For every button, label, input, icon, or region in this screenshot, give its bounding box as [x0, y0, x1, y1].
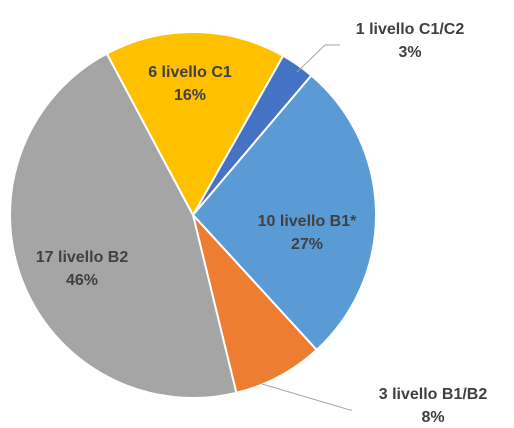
slice-value-label: 16%	[174, 87, 206, 104]
slice-label: 6 livello C1	[148, 64, 232, 81]
pie-slice	[105, 31, 285, 218]
slice-value-label: 27%	[291, 236, 323, 253]
slice-value-label: 3%	[398, 44, 421, 61]
leader-line	[296, 44, 340, 73]
slice-value-label: 46%	[66, 272, 98, 289]
pie-slice	[192, 214, 319, 395]
slice-label: 1 livello C1/C2	[356, 21, 465, 38]
leader-line	[261, 383, 352, 411]
slice-label: 17 livello B2	[36, 249, 129, 266]
pie-slice	[191, 74, 377, 352]
slice-label: 3 livello B1/B2	[379, 386, 488, 403]
pie-slice	[9, 52, 238, 399]
slice-value-label: 8%	[421, 409, 444, 426]
slice-label: 10 livello B1*	[258, 213, 357, 230]
